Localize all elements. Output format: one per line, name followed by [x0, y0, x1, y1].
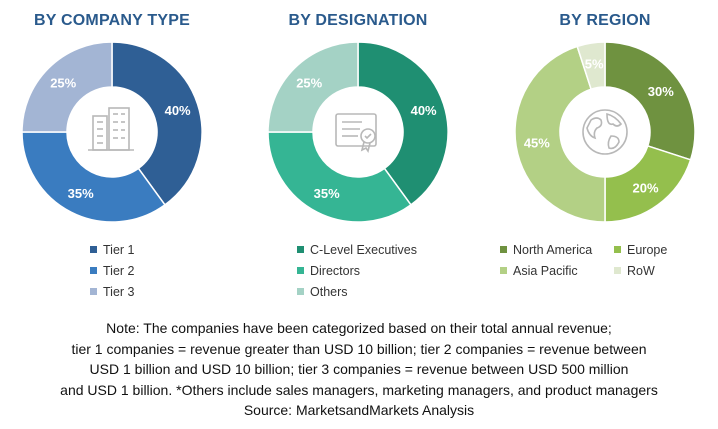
- designation-donut: 40% 35% 25%: [267, 41, 449, 223]
- slice-label-tier-3: 25%: [50, 76, 76, 91]
- slice-north-america: [604, 41, 696, 161]
- globe-icon: [582, 109, 628, 155]
- legend-swatch: [90, 267, 97, 275]
- legend-swatch: [90, 288, 97, 296]
- office-buildings-icon: [88, 107, 134, 151]
- legend-item-row: RoW: [614, 261, 694, 282]
- slice-others: [267, 41, 359, 133]
- legend-swatch: [90, 246, 97, 254]
- footnote-line: USD 1 billion and USD 10 billion; tier 3…: [89, 361, 629, 377]
- slice-directors: [267, 131, 412, 223]
- slice-label-row: 5%: [585, 56, 604, 71]
- legend-item-asia-pacific: Asia Pacific: [500, 261, 614, 282]
- slice-tier-3: [21, 41, 113, 133]
- footnote-line: tier 1 companies = revenue greater than …: [71, 340, 647, 357]
- footnote: Note: The companies have been categorize…: [0, 318, 718, 421]
- designation-title: BY DESIGNATION: [288, 12, 428, 29]
- legend-label: Asia Pacific: [513, 264, 578, 278]
- region-title: BY REGION: [559, 12, 651, 29]
- legend-item-others: Others: [297, 282, 417, 303]
- source-line: Source: MarketsandMarkets Analysis: [243, 402, 475, 418]
- certificate-document-icon: [335, 113, 377, 153]
- region-donut: 30% 20% 45% 5%: [514, 41, 696, 223]
- region-panel: BY REGION 30% 20% 45% 5% North America Europ…: [500, 0, 700, 310]
- company-type-legend: Tier 1 Tier 2 Tier 3: [90, 240, 135, 303]
- slice-c-level-executives: [357, 41, 449, 206]
- donut-hole: [561, 88, 649, 176]
- donut-hole: [314, 88, 402, 176]
- slice-label-c-level-executives: 40%: [411, 103, 437, 118]
- slice-label-others: 25%: [296, 76, 322, 91]
- slice-row: [576, 41, 606, 91]
- legend-label: Tier 3: [103, 285, 135, 299]
- designation-legend: C-Level Executives Directors Others: [297, 240, 417, 303]
- slice-label-tier-2: 35%: [68, 186, 94, 201]
- legend-swatch: [500, 246, 507, 254]
- designation-panel: BY DESIGNATION 40% 35% 25% C-Level Executi…: [265, 0, 451, 310]
- legend-item-tier-3: Tier 3: [90, 282, 135, 303]
- legend-label: Others: [310, 285, 348, 299]
- legend-label: Tier 2: [103, 264, 135, 278]
- slice-asia-pacific: [514, 45, 606, 223]
- legend-item-north-america: North America: [500, 240, 614, 261]
- footnote-line: Note: The companies have been categorize…: [106, 320, 612, 336]
- company-type-panel: BY COMPANY TYPE 40% 35% 25% Tier 1 Tier 2 Ti…: [21, 0, 203, 310]
- legend-swatch: [297, 246, 304, 254]
- slice-label-asia-pacific: 45%: [524, 135, 550, 150]
- footnote-line: and USD 1 billion. *Others include sales…: [60, 381, 658, 398]
- legend-swatch: [297, 267, 304, 275]
- company-type-title: BY COMPANY TYPE: [34, 12, 190, 29]
- slice-label-north-america: 30%: [648, 84, 674, 99]
- legend-swatch: [500, 267, 507, 275]
- legend-label: Europe: [627, 243, 668, 257]
- donut-hole: [68, 88, 156, 176]
- slice-label-directors: 35%: [314, 186, 340, 201]
- legend-item-c-level-executives: C-Level Executives: [297, 240, 417, 261]
- company-type-donut: 40% 35% 25%: [21, 41, 203, 223]
- legend-label: Tier 1: [103, 243, 135, 257]
- legend-swatch: [614, 267, 621, 275]
- legend-label: RoW: [627, 264, 655, 278]
- legend-item-tier-1: Tier 1: [90, 240, 135, 261]
- region-legend: North America Europe Asia Pacific RoW: [500, 240, 700, 282]
- legend-label: North America: [513, 243, 593, 257]
- legend-swatch: [297, 288, 304, 296]
- slice-label-tier-1: 40%: [165, 103, 191, 118]
- legend-item-tier-2: Tier 2: [90, 261, 135, 282]
- legend-label: C-Level Executives: [310, 243, 417, 257]
- slice-tier-1: [111, 41, 203, 206]
- legend-label: Directors: [310, 264, 361, 278]
- legend-item-europe: Europe: [614, 240, 694, 261]
- slice-tier-2: [21, 131, 166, 223]
- legend-item-directors: Directors: [297, 261, 417, 282]
- slice-label-europe: 20%: [633, 180, 659, 195]
- legend-swatch: [614, 246, 621, 254]
